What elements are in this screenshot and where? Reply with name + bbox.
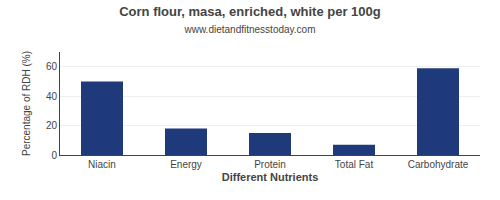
svg-text:Energy: Energy xyxy=(170,159,202,170)
svg-text:Percentage of RDH (%): Percentage of RDH (%) xyxy=(21,51,32,156)
svg-text:Niacin: Niacin xyxy=(88,159,116,170)
svg-text:Total Fat: Total Fat xyxy=(335,159,374,170)
svg-text:Different Nutrients: Different Nutrients xyxy=(222,171,319,183)
svg-text:0: 0 xyxy=(51,150,57,161)
svg-text:40: 40 xyxy=(46,91,58,102)
svg-text:Carbohydrate: Carbohydrate xyxy=(408,159,469,170)
svg-text:Corn flour, masa, enriched, wh: Corn flour, masa, enriched, white per 10… xyxy=(119,4,381,35)
svg-text:20: 20 xyxy=(46,120,58,131)
svg-text:60: 60 xyxy=(46,61,58,72)
svg-text:Protein: Protein xyxy=(254,159,286,170)
